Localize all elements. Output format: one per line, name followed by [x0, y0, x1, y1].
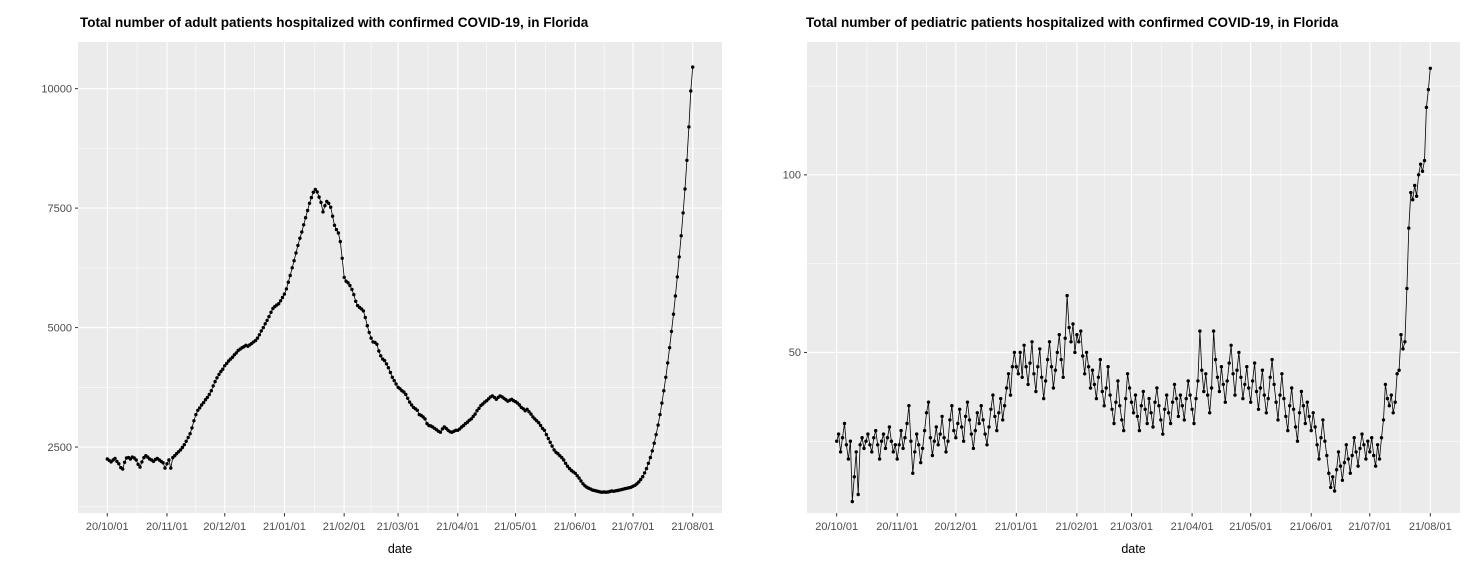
- adult-hospitalizations-chart: 2500 5000 7500 10000 20/10/01 20/11/01 20/12/0…: [0, 0, 740, 573]
- x-tick-label: 20/12/01: [934, 521, 977, 533]
- x-tick-label: 21/08/01: [1409, 521, 1452, 533]
- minor-gridlines: [807, 42, 1460, 513]
- x-axis-title: date: [387, 542, 413, 556]
- x-tick-label: 20/10/01: [86, 521, 129, 533]
- x-tick-label: 20/11/01: [146, 521, 188, 533]
- y-tick-label: 50: [789, 347, 801, 359]
- x-tick-label: 21/04/01: [1171, 521, 1214, 533]
- adult-chart-plot-area: 2500 5000 7500 10000 20/10/01 20/11/01 20/12/0…: [41, 42, 722, 533]
- x-tick-label: 21/01/01: [995, 521, 1038, 533]
- y-tick-label: 2500: [48, 442, 72, 454]
- x-axis-title: date: [1121, 542, 1146, 556]
- x-tick-label: 21/02/01: [323, 521, 366, 533]
- x-tick-label: 21/06/01: [1290, 521, 1333, 533]
- x-tick-label: 21/03/01: [1110, 521, 1153, 533]
- x-tick-label: 21/07/01: [1348, 521, 1391, 533]
- minor-gridlines: [78, 42, 722, 513]
- axis-ticks: [804, 174, 1431, 517]
- data-points: [835, 66, 1432, 504]
- x-tick-label: 21/06/01: [554, 521, 597, 533]
- x-tick-label: 21/02/01: [1055, 521, 1098, 533]
- x-tick-label: 21/05/01: [494, 521, 537, 533]
- y-tick-label: 10000: [41, 83, 72, 95]
- x-axis-tick-labels: 20/10/01 20/11/01 20/12/01 21/01/01 21/02/01…: [815, 521, 1451, 533]
- axis-ticks: [75, 88, 694, 517]
- y-axis-tick-labels: 50 100: [783, 170, 801, 360]
- chart-title: Total number of pediatric patients hospi…: [806, 15, 1339, 30]
- x-tick-label: 21/03/01: [377, 521, 420, 533]
- x-tick-label: 21/01/01: [263, 521, 306, 533]
- x-tick-label: 20/11/01: [876, 521, 918, 533]
- pediatric-hospitalizations-chart: 50 100 20/10/01 20/11/01 20/12/01 21/01/01 21/…: [740, 0, 1481, 573]
- x-axis-tick-labels: 20/10/01 20/11/01 20/12/01 21/01/01 21/02/01…: [86, 521, 714, 533]
- y-tick-label: 5000: [48, 322, 72, 334]
- x-tick-label: 20/10/01: [815, 521, 858, 533]
- major-gridlines: [78, 42, 722, 513]
- chart-title: Total number of adult patients hospitali…: [80, 15, 589, 30]
- x-tick-label: 21/07/01: [612, 521, 655, 533]
- x-tick-label: 21/05/01: [1229, 521, 1272, 533]
- x-tick-label: 20/12/01: [203, 521, 246, 533]
- y-tick-label: 100: [783, 170, 801, 182]
- data-points: [105, 65, 695, 494]
- pediatric-chart-plot-area: 50 100 20/10/01 20/11/01 20/12/01 21/01/01 21/…: [783, 42, 1460, 533]
- y-axis-tick-labels: 2500 5000 7500 10000: [41, 83, 72, 453]
- y-tick-label: 7500: [48, 203, 72, 215]
- x-tick-label: 21/08/01: [671, 521, 714, 533]
- plot-panel: [78, 42, 722, 513]
- x-tick-label: 21/04/01: [436, 521, 479, 533]
- major-gridlines: [807, 42, 1460, 513]
- plot-panel: [807, 42, 1460, 513]
